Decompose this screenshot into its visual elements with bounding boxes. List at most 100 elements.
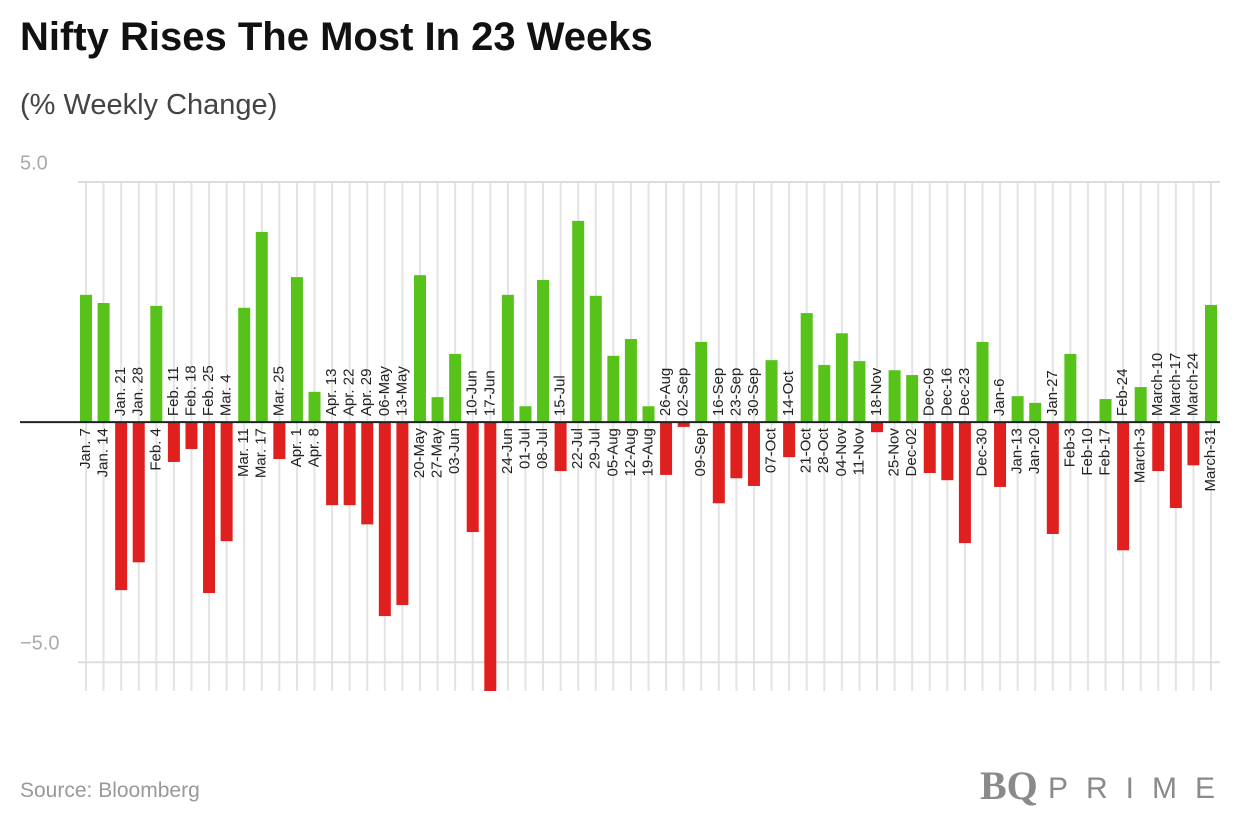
bar: [800, 313, 813, 423]
bar: [308, 391, 321, 423]
bar: [1117, 422, 1130, 551]
x-tick-label: Jan-13: [1009, 428, 1026, 474]
x-tick-label: 27-May: [429, 428, 446, 479]
x-tick-label: Jan. 28: [130, 367, 147, 416]
x-tick-label: 01-Jul: [516, 428, 533, 469]
x-tick-label: 04-Nov: [833, 428, 850, 477]
x-tick-label: Apr. 13: [323, 369, 340, 417]
bar: [537, 279, 550, 423]
bar: [1152, 422, 1165, 472]
logo-text: PRIME: [1048, 772, 1233, 805]
bar: [818, 364, 831, 423]
x-tick-label: Jan-6: [991, 379, 1008, 417]
x-tick-label: 19-Aug: [639, 428, 656, 476]
x-tick-label: Dec-30: [973, 428, 990, 476]
x-tick-label: March-3: [1132, 428, 1149, 483]
bar: [994, 422, 1007, 487]
bar: [150, 305, 163, 423]
bar: [712, 422, 725, 504]
x-tick-label: Feb. 11: [165, 366, 182, 416]
logo-mark: BQ: [980, 763, 1038, 808]
x-tick-label: Apr. 29: [358, 369, 375, 417]
bar: [1205, 304, 1217, 423]
bar: [1064, 353, 1077, 423]
x-tick-label: March-24: [1184, 353, 1201, 416]
bar: [185, 422, 198, 449]
x-tick-label: Apr. 1: [288, 428, 305, 467]
bar: [888, 370, 901, 423]
bar: [747, 422, 760, 486]
x-tick-label: Feb. 18: [182, 365, 199, 416]
bar: [220, 422, 233, 542]
bar: [431, 397, 444, 423]
x-tick-label: Dec-16: [938, 368, 955, 416]
x-tick-label: 03-Jun: [446, 428, 463, 474]
chart-subtitle: (% Weekly Change): [20, 89, 277, 121]
x-tick-label: 07-Oct: [763, 427, 780, 473]
bar: [572, 220, 585, 423]
bar: [449, 353, 462, 423]
x-tick-label: 17-Jun: [481, 370, 498, 416]
bar: [906, 375, 919, 423]
x-tick-label: 14-Oct: [780, 370, 797, 416]
x-tick-label: 18-Nov: [868, 367, 885, 416]
bar: [203, 422, 216, 594]
x-tick-label: Mar. 25: [270, 366, 287, 416]
y-tick-label: 5.0: [20, 152, 48, 174]
x-tick-label: Feb. 25: [200, 365, 217, 416]
bar: [624, 339, 637, 423]
bar: [466, 422, 479, 533]
x-tick-label: 21-Oct: [798, 427, 815, 473]
bar: [413, 275, 426, 423]
bar: [378, 422, 391, 617]
bar: [1134, 387, 1147, 423]
bar: [238, 307, 251, 423]
bar: [976, 341, 989, 423]
bar: [730, 422, 743, 479]
bar: [326, 422, 339, 506]
bar: [923, 422, 936, 473]
bar: [1169, 422, 1182, 509]
x-tick-label: March-17: [1167, 353, 1184, 416]
x-tick-label: Mar. 17: [253, 428, 270, 478]
x-tick-label: 22-Jul: [569, 428, 586, 469]
x-tick-label: 28-Oct: [815, 427, 832, 473]
bar: [1099, 399, 1112, 423]
x-tick-label: Jan. 21: [112, 367, 129, 416]
x-tick-label: Feb. 4: [147, 428, 164, 471]
x-tick-label: Feb-3: [1061, 428, 1078, 467]
x-tick-label: Mar. 11: [235, 428, 252, 477]
bar: [695, 341, 708, 423]
bar: [1029, 402, 1042, 423]
x-tick-label: Feb-17: [1097, 428, 1114, 476]
x-tick-label: Mar. 4: [218, 374, 235, 416]
x-tick-label: 26-Aug: [657, 368, 674, 416]
x-tick-label: 16-Sep: [710, 368, 727, 416]
bar: [97, 303, 110, 423]
x-tick-label: 06-May: [376, 366, 393, 417]
bar: [1187, 422, 1200, 466]
x-tick-label: 23-Sep: [727, 368, 744, 416]
x-tick-label: 05-Aug: [604, 428, 621, 476]
bar: [167, 422, 180, 462]
bar: [589, 295, 602, 423]
x-tick-label: 15-Jul: [552, 375, 569, 416]
x-tick-label: 13-May: [393, 366, 410, 417]
bar: [115, 422, 128, 591]
x-tick-label: 09-Sep: [692, 428, 709, 476]
x-tick-label: Dec-23: [956, 368, 973, 416]
x-tick-label: 02-Sep: [675, 368, 692, 416]
x-tick-label: Dec-09: [921, 368, 938, 416]
bar: [554, 422, 567, 472]
bar: [642, 406, 655, 423]
x-tick-label: Apr. 22: [341, 369, 358, 417]
x-tick-label: 24-Jun: [499, 428, 516, 474]
x-tick-label: Jan-20: [1026, 428, 1043, 474]
x-tick-label: 10-Jun: [464, 370, 481, 416]
x-tick-label: Dec-02: [903, 428, 920, 476]
bar: [765, 360, 778, 423]
x-tick-label: Apr. 8: [305, 428, 322, 467]
x-tick-label: Jan. 7: [77, 428, 94, 469]
